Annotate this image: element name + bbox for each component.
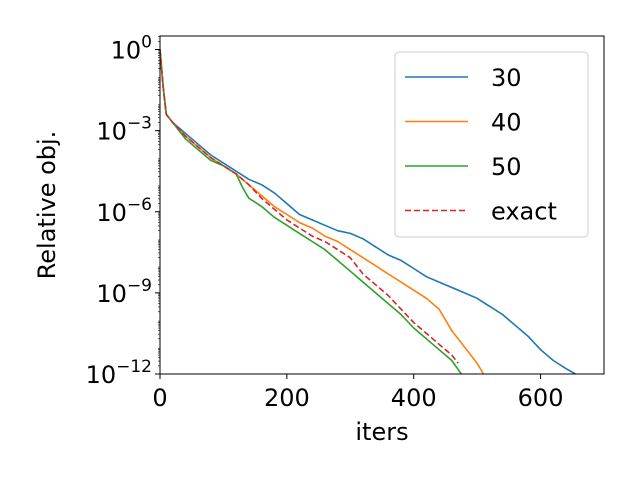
legend-label: exact bbox=[491, 198, 557, 226]
y-tick-exponent: −3 bbox=[127, 114, 152, 134]
y-tick-base: 10 bbox=[96, 199, 127, 227]
legend: 30 40 50 exact bbox=[394, 51, 589, 238]
y-tick-base: 10 bbox=[96, 280, 127, 308]
y-tick-exponent: −12 bbox=[116, 357, 152, 377]
y-tick-base: 10 bbox=[111, 37, 142, 65]
x-tick-label: 600 bbox=[518, 384, 564, 412]
y-axis-label: Relative obj. bbox=[33, 131, 61, 280]
y-tick-exponent: −6 bbox=[127, 195, 152, 215]
y-tick-exponent: −9 bbox=[127, 276, 152, 296]
series-line-30 bbox=[160, 49, 576, 374]
y-tick-label: 10−12 bbox=[86, 357, 152, 389]
x-tick-label: 400 bbox=[391, 384, 437, 412]
y-tick-exponent: 0 bbox=[141, 33, 152, 53]
x-tick-label: 0 bbox=[152, 384, 167, 412]
series-line-40 bbox=[160, 49, 485, 374]
x-axis: 0 200 400 600 bbox=[152, 374, 563, 412]
legend-label: 50 bbox=[491, 153, 522, 181]
y-tick-base: 10 bbox=[86, 361, 117, 389]
series-layer bbox=[160, 49, 576, 374]
y-tick-base: 10 bbox=[96, 118, 127, 146]
x-tick-label: 200 bbox=[264, 384, 310, 412]
series-line-50 bbox=[160, 49, 462, 374]
y-tick-label: 10−9 bbox=[96, 276, 152, 308]
legend-label: 40 bbox=[491, 109, 522, 137]
y-tick-label: 10−3 bbox=[96, 114, 152, 146]
x-axis-label: iters bbox=[355, 418, 408, 446]
legend-label: 30 bbox=[491, 64, 522, 92]
y-tick-label: 10−6 bbox=[96, 195, 152, 227]
legend-frame bbox=[394, 51, 589, 238]
plot-frame bbox=[159, 35, 605, 375]
series-line-exact bbox=[160, 49, 459, 364]
y-tick-label: 100 bbox=[111, 33, 152, 65]
